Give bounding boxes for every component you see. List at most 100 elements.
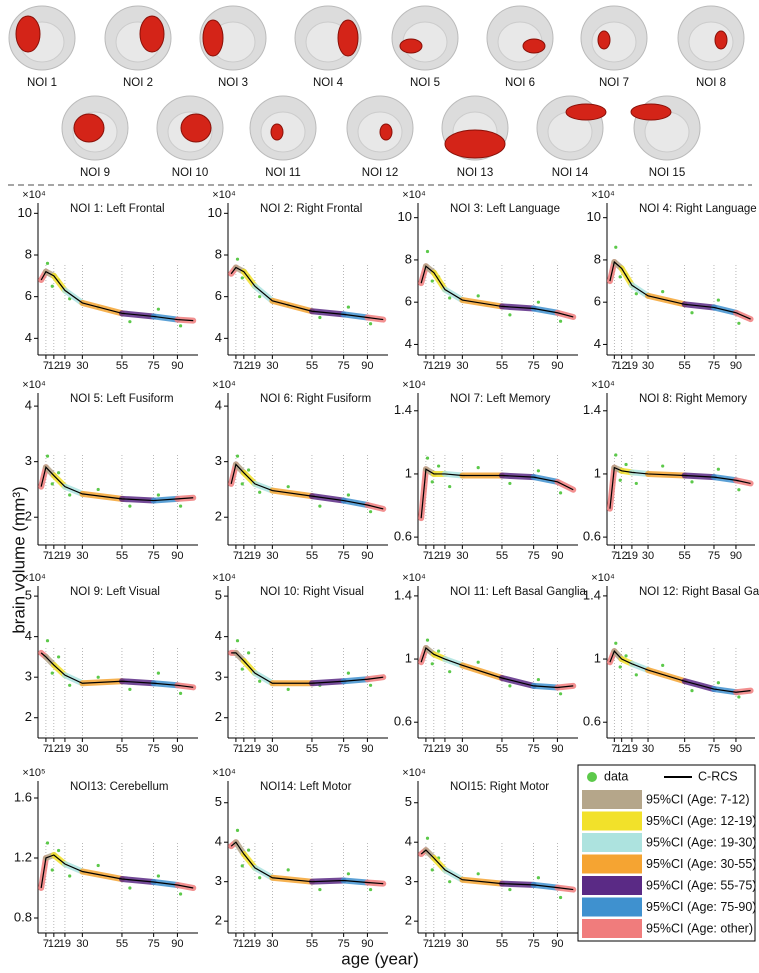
x-tick-label: 75: [148, 550, 160, 562]
c-rcs-line: [609, 466, 751, 509]
brain-thumbnail: [580, 5, 648, 71]
brain-thumbnail: [199, 5, 267, 71]
x-tick-label: 75: [708, 360, 720, 372]
x-tick-label: 90: [551, 938, 563, 950]
x-tick-label: 12: [428, 360, 440, 372]
y-tick-label: 4: [25, 398, 32, 413]
brain-thumbnail: [8, 5, 76, 71]
y-tick-label: 0.6: [394, 714, 412, 729]
x-tick-label: 55: [306, 743, 318, 755]
y-tick-label: 4: [25, 628, 32, 643]
x-tick-label: 75: [708, 743, 720, 755]
y-tick-label: 5: [215, 794, 222, 809]
y-tick-label: 0.6: [583, 714, 601, 729]
data-point: [346, 872, 350, 876]
data-point: [156, 307, 160, 311]
brain-region: [399, 38, 423, 54]
data-point: [258, 679, 262, 683]
data-point: [614, 245, 618, 249]
x-tick-label: 7: [233, 550, 239, 562]
data-point: [318, 315, 322, 320]
x-tick-label: 55: [496, 743, 508, 755]
exponent-label: ×10⁴: [22, 189, 46, 201]
data-point: [476, 466, 480, 470]
legend-label: 95%CI (Age: 30-55): [646, 857, 756, 871]
noi-label: NOI 6: [505, 77, 535, 89]
noi-label: NOI 2: [123, 77, 153, 89]
data-point: [56, 471, 61, 475]
data-point: [156, 493, 160, 497]
exponent-label: ×10⁴: [591, 572, 615, 584]
y-axis-label: brain volume (mm³): [9, 486, 28, 633]
x-tick-label: 7: [423, 938, 429, 950]
noi-label: NOI 15: [649, 167, 685, 179]
chart-title: NOI 8: Right Memory: [639, 393, 747, 405]
data-point: [634, 673, 638, 677]
y-tick-label: 3: [25, 453, 32, 468]
data-point: [178, 504, 183, 508]
data-point: [558, 692, 563, 696]
brain-region: [180, 113, 212, 143]
y-tick-label: 3: [215, 873, 222, 888]
x-tick-label: 19: [439, 743, 451, 755]
data-point: [536, 677, 540, 682]
x-tick-label: 75: [148, 743, 160, 755]
x-tick-label: 90: [361, 743, 373, 755]
data-point: [425, 249, 430, 254]
x-tick-label: 55: [116, 743, 128, 755]
c-rcs-line: [230, 841, 384, 885]
data-point: [430, 279, 434, 283]
y-tick-label: 5: [25, 588, 32, 603]
c-rcs-line: [40, 652, 194, 688]
data-point: [240, 482, 244, 486]
data-point: [68, 493, 72, 497]
brain-region: [565, 103, 607, 121]
x-tick-label: 55: [306, 360, 318, 372]
x-tick-label: 55: [116, 938, 128, 950]
x-tick-label: 19: [59, 938, 71, 950]
data-point: [425, 638, 430, 642]
legend-label: 95%CI (Age: 55-75): [646, 878, 756, 892]
x-tick-label: 90: [551, 743, 563, 755]
chart-title: NOI 6: Right Fusiform: [260, 393, 371, 405]
data-point: [258, 490, 262, 494]
noi-label: NOI 3: [218, 77, 248, 89]
data-point: [448, 880, 452, 884]
y-tick-label: 10: [18, 205, 32, 220]
data-point: [661, 464, 665, 468]
y-tick-label: 4: [25, 330, 32, 345]
y-tick-label: 0.6: [394, 529, 412, 544]
data-point: [50, 284, 54, 288]
data-point: [476, 660, 480, 664]
data-point: [476, 294, 480, 298]
data-point: [235, 257, 240, 261]
x-tick-label: 19: [626, 743, 638, 755]
x-tick-label: 7: [423, 550, 429, 562]
data-point: [618, 275, 622, 279]
chart-title: NOI 11: Left Basal Ganglia: [450, 586, 587, 598]
legend-label: 95%CI (Age: 19-30): [646, 835, 756, 849]
data-point: [240, 276, 244, 280]
noi-label: NOI 9: [80, 167, 110, 179]
brain-region: [714, 30, 728, 50]
x-tick-label: 90: [730, 360, 742, 372]
c-rcs-line: [230, 266, 384, 321]
legend-swatch: [587, 772, 597, 782]
data-point: [235, 454, 240, 458]
x-tick-label: 7: [233, 360, 239, 372]
data-point: [536, 876, 540, 880]
y-tick-label: 1: [405, 465, 412, 480]
x-tick-label: 19: [59, 550, 71, 562]
noi-label: NOI 1: [27, 77, 57, 89]
noi-label: NOI 12: [362, 167, 398, 179]
brain-region: [73, 113, 105, 143]
noi-label: NOI 14: [552, 167, 589, 179]
x-tick-label: 55: [116, 550, 128, 562]
x-tick-label: 30: [76, 743, 88, 755]
legend-label: 95%CI (Age: 7-12): [646, 792, 750, 806]
x-tick-label: 30: [642, 550, 654, 562]
y-tick-label: 4: [215, 330, 222, 345]
